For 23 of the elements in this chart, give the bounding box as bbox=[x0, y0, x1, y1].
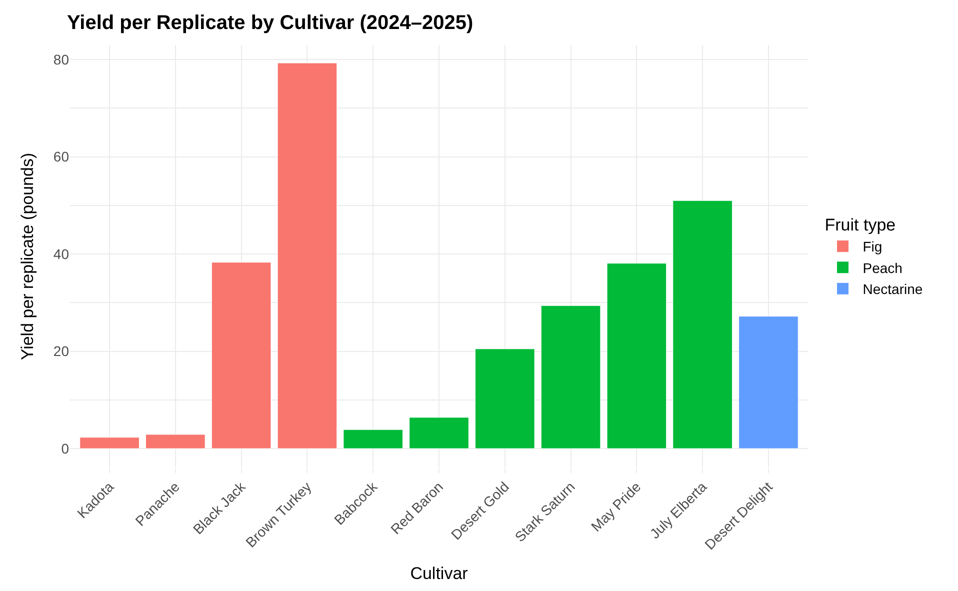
chart-title: Yield per Replicate by Cultivar (2024–2025) bbox=[67, 12, 474, 34]
legend-label: Nectarine bbox=[862, 281, 923, 298]
y-tick-label: 80 bbox=[53, 51, 70, 68]
y-tick-label: 60 bbox=[53, 148, 70, 165]
bar bbox=[672, 200, 732, 449]
bar bbox=[146, 434, 206, 449]
y-tick-label: 0 bbox=[61, 440, 70, 456]
y-axis-title: Yield per replicate (pounds) bbox=[18, 152, 37, 360]
legend-label: Fig bbox=[862, 238, 882, 255]
bar bbox=[343, 429, 404, 449]
x-axis-title: Cultivar bbox=[410, 564, 468, 583]
bar bbox=[540, 305, 601, 449]
bar bbox=[277, 62, 338, 449]
bar bbox=[606, 263, 667, 449]
y-tick-label: 20 bbox=[53, 343, 70, 360]
bar bbox=[474, 348, 535, 449]
bar bbox=[80, 437, 140, 449]
bar bbox=[738, 316, 798, 449]
legend-label: Peach bbox=[862, 260, 902, 276]
legend-title: Fruit type bbox=[824, 216, 896, 235]
bar bbox=[409, 417, 469, 449]
y-tick-label: 40 bbox=[53, 246, 70, 262]
bar bbox=[211, 262, 272, 449]
